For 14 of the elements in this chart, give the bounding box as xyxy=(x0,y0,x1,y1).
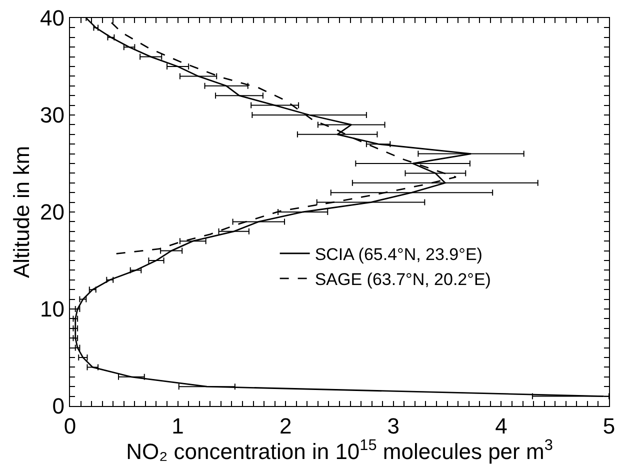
y-tick-label: 30 xyxy=(40,102,64,128)
x-tick-label: 1 xyxy=(172,414,184,438)
x-tick-label: 3 xyxy=(387,414,400,438)
legend-label: SCIA (65.4°N, 23.9°E) xyxy=(314,245,482,264)
y-axis-title: Altitude in km xyxy=(8,146,34,278)
y-tick-label: 20 xyxy=(40,200,64,225)
x-axis-title: NO₂ concentration in 10$^{15}$ molecules per m$^{3}$ xyxy=(126,436,553,464)
legend-label: SAGE (63.7°N, 20.2°E) xyxy=(314,270,491,290)
x-tick-label: 4 xyxy=(495,414,508,438)
y-tick-label: 0 xyxy=(52,394,64,419)
x-tick-label: 5 xyxy=(602,414,616,438)
x-tick-label: 2 xyxy=(279,414,292,438)
y-tick-label: 40 xyxy=(40,6,64,31)
y-tick-label: 10 xyxy=(40,296,64,322)
